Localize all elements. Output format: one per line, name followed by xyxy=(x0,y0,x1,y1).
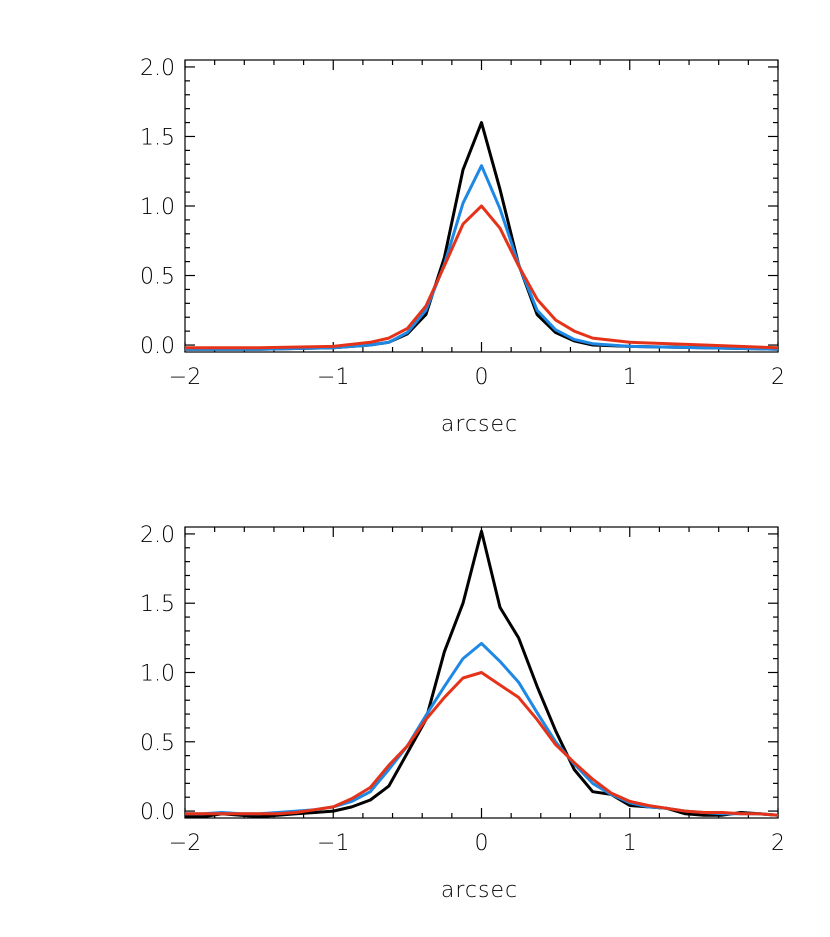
top-x-tick-label: 0 xyxy=(475,365,489,390)
top-series-red-line xyxy=(185,204,778,350)
bottom-y-tick-label: 0.0 xyxy=(140,800,175,825)
bottom-x-tick-label: 0 xyxy=(475,831,489,856)
top-chart-panel: −2 −1 0 1 2 0.0 0.5 1.0 1.5 2.0 arcsec xyxy=(140,56,785,437)
bottom-x-tick-label: −1 xyxy=(317,831,349,856)
top-x-tick-label: −2 xyxy=(169,365,201,390)
top-series-blue-line xyxy=(185,164,778,351)
bottom-series-blue-line xyxy=(185,641,778,817)
bottom-y-tick-label: 1.5 xyxy=(140,592,175,617)
top-y-tick-label: 0.5 xyxy=(140,265,175,290)
bottom-y-tick-label: 1.0 xyxy=(140,662,175,687)
top-y-tick-label: 1.5 xyxy=(140,125,175,150)
bottom-y-tick-label: 2.0 xyxy=(140,523,175,548)
top-x-tick-label: 2 xyxy=(771,365,785,390)
bottom-y-tick-label: 0.5 xyxy=(140,731,175,756)
bottom-x-tick-label: 2 xyxy=(771,831,785,856)
bottom-x-tick-label: −2 xyxy=(169,831,201,856)
top-x-tick-label: 1 xyxy=(623,365,637,390)
top-series-black-line xyxy=(185,121,778,351)
top-y-tick-label: 0.0 xyxy=(140,334,175,359)
top-x-tick-label: −1 xyxy=(317,365,349,390)
top-y-tick-label: 1.0 xyxy=(140,195,175,220)
bottom-x-tick-label: 1 xyxy=(623,831,637,856)
bottom-chart-panel: −2 −1 0 1 2 0.0 0.5 1.0 1.5 2.0 arcsec xyxy=(140,523,785,903)
bottom-x-axis-label: arcsec xyxy=(441,878,518,903)
top-y-tick-label: 2.0 xyxy=(140,56,175,81)
top-x-axis-label: arcsec xyxy=(441,412,518,437)
bottom-series-red-line xyxy=(185,671,778,817)
